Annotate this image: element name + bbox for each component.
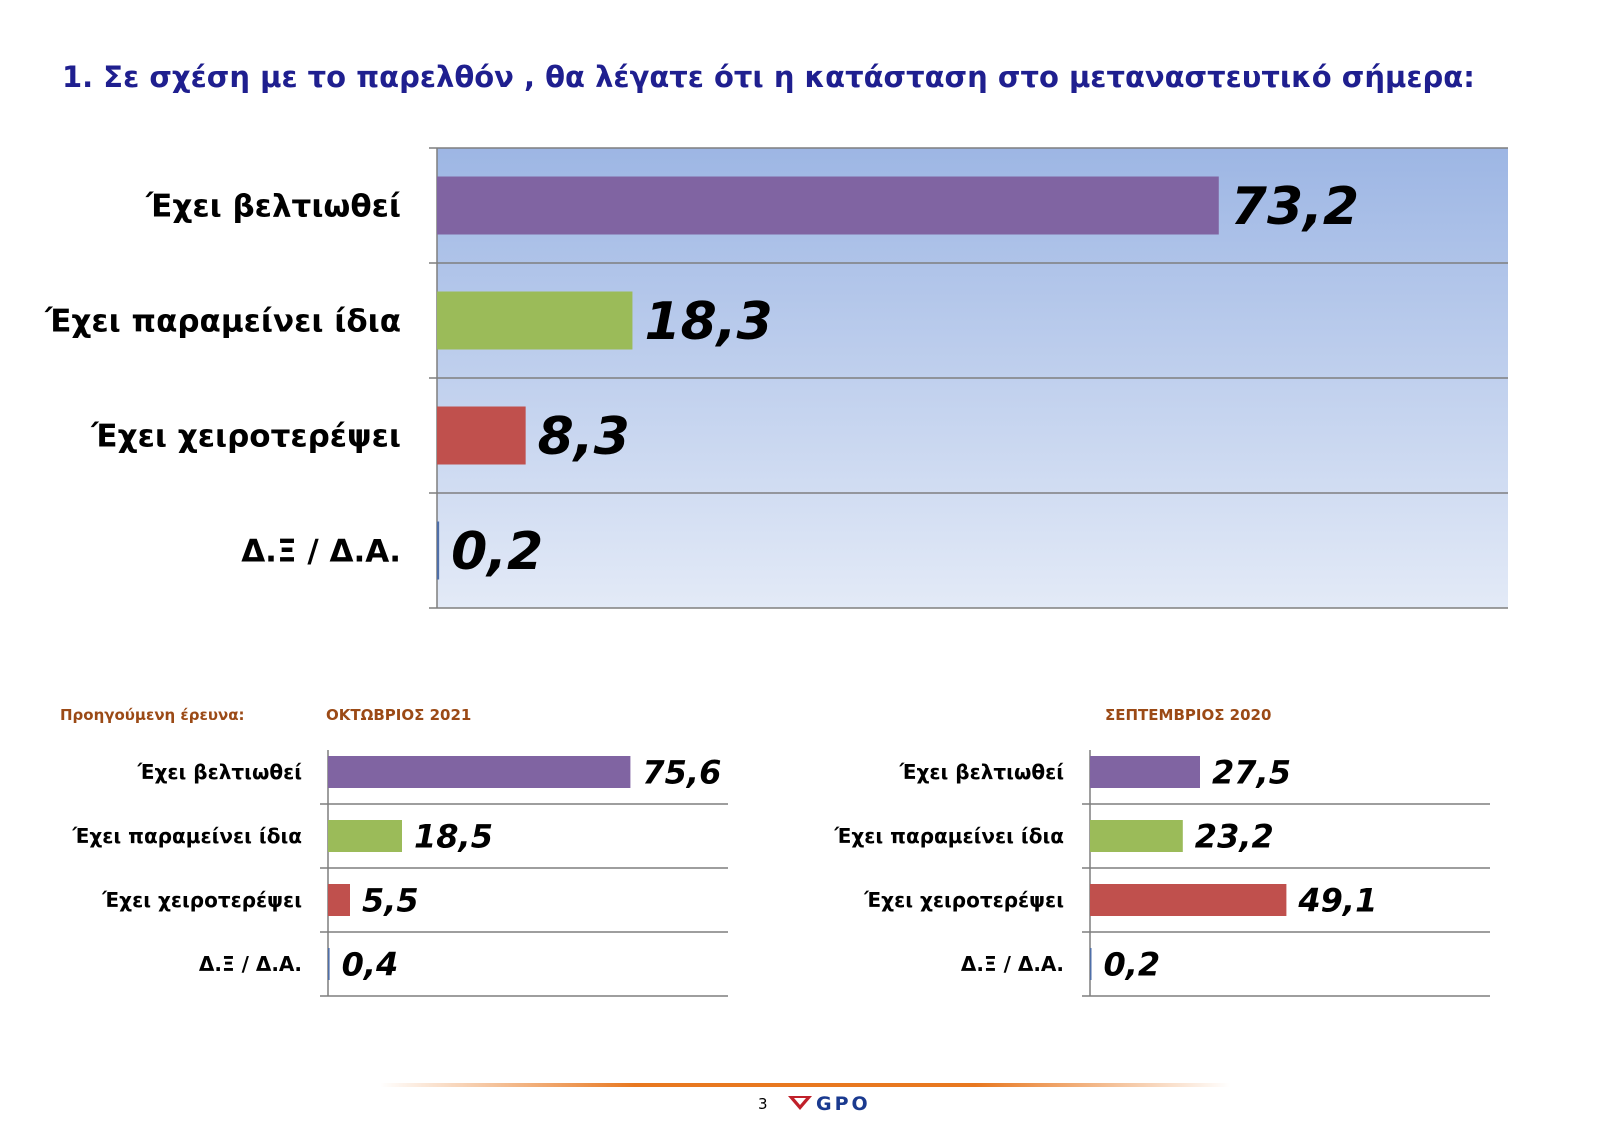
- chart2-value-label-dk: 0,2: [1104, 946, 1161, 984]
- chart2-value-label-worse: 49,1: [1297, 882, 1377, 920]
- chart2-bar-improved: [1090, 756, 1200, 788]
- chart1-category-label-worse: Έχει χειροτερέψει: [101, 888, 302, 912]
- chart1-value-label-improved: 75,6: [642, 754, 721, 792]
- chart1-value-label-same: 18,5: [414, 818, 493, 856]
- chart0-category-label-dk: Δ.Ξ / Δ.Α.: [241, 534, 401, 570]
- chart0-category-label-worse: Έχει χειροτερέψει: [90, 419, 401, 455]
- chart1-category-label-improved: Έχει βελτιωθεί: [137, 760, 303, 784]
- chart-oct-2021: Έχει βελτιωθεί 75,6 Έχει παραμείνει ίδια 18…: [71, 750, 728, 997]
- chart1-value-label-worse: 5,5: [362, 882, 419, 920]
- chart2-category-label-same: Έχει παραμείνει ίδια: [833, 824, 1064, 848]
- chart1-category-label-same: Έχει παραμείνει ίδια: [71, 824, 302, 848]
- chart2-bar-same: [1090, 820, 1183, 852]
- chart2-category-label-dk: Δ.Ξ / Δ.Α.: [961, 952, 1064, 976]
- chart2-value-label-same: 23,2: [1195, 818, 1274, 856]
- previous-survey-label: Προηγούμενη έρευνα:: [60, 706, 245, 724]
- chart1-bar-worse: [328, 884, 350, 916]
- chart0-category-label-improved: Έχει βελτιωθεί: [145, 189, 401, 225]
- footer-divider: [380, 1083, 1230, 1087]
- chart-sep-2020: Έχει βελτιωθεί 27,5 Έχει παραμείνει ίδια 23…: [833, 750, 1490, 997]
- main-chart: Έχει βελτιωθεί 73,2 Έχει παραμείνει ίδια 18…: [44, 147, 1508, 609]
- chart2-category-label-worse: Έχει χειροτερέψει: [863, 888, 1064, 912]
- chart0-bar-same: [437, 291, 633, 350]
- chart0-bar-dk: [437, 521, 440, 580]
- page-number: 3: [758, 1095, 768, 1113]
- chart0-bar-improved: [437, 176, 1219, 235]
- page-title: 1. Σε σχέση με το παρελθόν , θα λέγατε ό…: [62, 60, 1475, 94]
- chart1-value-label-dk: 0,4: [342, 946, 399, 984]
- gpo-logo-icon: GPO: [788, 1093, 871, 1114]
- chart2-value-label-improved: 27,5: [1212, 754, 1291, 792]
- chart2-bar-worse: [1090, 884, 1287, 916]
- chart1-bar-same: [328, 820, 402, 852]
- chart0-value-label-dk: 0,2: [451, 522, 543, 582]
- chart2-bar-dk: [1090, 948, 1092, 980]
- chart0-bar-worse: [437, 406, 526, 465]
- chart2-category-label-improved: Έχει βελτιωθεί: [899, 760, 1065, 784]
- chart0-value-label-same: 18,3: [644, 292, 772, 352]
- chart0-category-label-same: Έχει παραμείνει ίδια: [44, 304, 401, 340]
- chart-subtitle-oct-2021: ΟΚΤΩΒΡΙΟΣ 2021: [326, 706, 472, 724]
- chart1-bar-improved: [328, 756, 631, 788]
- chart1-category-label-dk: Δ.Ξ / Δ.Α.: [199, 952, 302, 976]
- chart0-value-label-improved: 73,2: [1231, 177, 1359, 237]
- chart-subtitle-sep-2020: ΣΕΠΤΕΜΒΡΙΟΣ 2020: [1105, 706, 1272, 724]
- logo-text: GPO: [816, 1093, 871, 1114]
- chart1-bar-dk: [328, 948, 330, 980]
- chart0-value-label-worse: 8,3: [538, 407, 630, 467]
